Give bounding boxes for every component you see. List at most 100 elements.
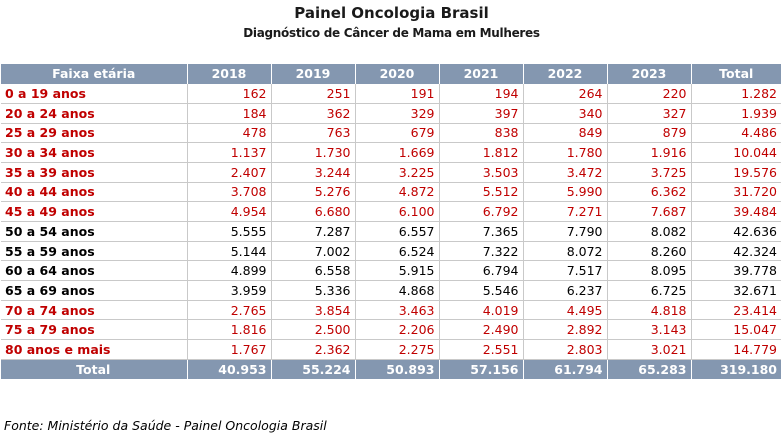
source-note: Fonte: Ministério da Saúde - Painel Onco… — [4, 418, 327, 433]
table-row: 30 a 34 anos 1.137 1.730 1.669 1.812 1.780 1.9… — [1, 142, 781, 163]
table-cell: 1.669 — [355, 142, 440, 163]
table-cell: 4.954 — [187, 201, 272, 222]
table-cell: 42.324 — [691, 241, 781, 262]
table-cell: 1.282 — [691, 83, 781, 104]
table-cell: 14.779 — [691, 339, 781, 360]
total-cell: 57.156 — [439, 359, 524, 379]
table-cell: 1.767 — [187, 339, 272, 360]
table-row: 50 a 54 anos 5.555 7.287 6.557 7.365 7.790 8.0… — [1, 221, 781, 242]
table-cell: 3.854 — [271, 300, 356, 321]
total-cell: 50.893 — [355, 359, 440, 379]
table-row: 40 a 44 anos 3.708 5.276 4.872 5.512 5.990 6.3… — [1, 182, 781, 203]
table-cell: 1.816 — [187, 319, 272, 341]
column-header: 2022 — [523, 64, 608, 84]
table-cell: 8.095 — [607, 260, 692, 282]
table-cell: 6.680 — [271, 201, 356, 222]
table-cell: 3.725 — [607, 162, 692, 183]
table-cell: 5.276 — [271, 182, 356, 203]
row-label: 30 a 34 anos — [1, 142, 188, 163]
table-cell: 3.143 — [607, 319, 692, 341]
table-cell: 1.730 — [271, 142, 356, 163]
table-cell: 264 — [523, 83, 608, 104]
table-cell: 184 — [187, 103, 272, 124]
total-cell: 55.224 — [271, 359, 356, 379]
table-cell: 2.407 — [187, 162, 272, 183]
table-cell: 2.500 — [271, 319, 356, 341]
table-header-row: Faixa etária 2018 2019 2020 2021 2022 20… — [1, 64, 781, 84]
table-cell: 4.872 — [355, 182, 440, 203]
table-cell: 194 — [439, 83, 524, 104]
table-cell: 5.990 — [523, 182, 608, 203]
table-cell: 5.512 — [439, 182, 524, 203]
table-cell: 7.322 — [439, 241, 524, 262]
table-cell: 19.576 — [691, 162, 781, 183]
table-cell: 7.271 — [523, 201, 608, 222]
table-cell: 4.019 — [439, 300, 524, 321]
table-cell: 6.794 — [439, 260, 524, 282]
table-cell: 6.100 — [355, 201, 440, 222]
column-header: Total — [691, 64, 781, 84]
total-cell: 61.794 — [523, 359, 608, 379]
table-row: 60 a 64 anos 4.899 6.558 5.915 6.794 7.517 8.0… — [1, 260, 781, 282]
table-cell: 478 — [187, 123, 272, 144]
table-cell: 31.720 — [691, 182, 781, 203]
table-cell: 1.916 — [607, 142, 692, 163]
column-header: 2023 — [607, 64, 692, 84]
table-cell: 340 — [523, 103, 608, 124]
table-cell: 6.558 — [271, 260, 356, 282]
table-cell: 1.780 — [523, 142, 608, 163]
table-cell: 6.362 — [607, 182, 692, 203]
table-cell: 8.082 — [607, 221, 692, 242]
table-cell: 1.137 — [187, 142, 272, 163]
table-cell: 879 — [607, 123, 692, 144]
table-cell: 2.490 — [439, 319, 524, 341]
table-cell: 6.557 — [355, 221, 440, 242]
table-cell: 6.524 — [355, 241, 440, 262]
table-cell: 32.671 — [691, 280, 781, 301]
column-header: 2021 — [439, 64, 524, 84]
table-cell: 397 — [439, 103, 524, 124]
column-header: 2018 — [187, 64, 272, 84]
table-cell: 2.892 — [523, 319, 608, 341]
table-cell: 3.472 — [523, 162, 608, 183]
table-cell: 15.047 — [691, 319, 781, 341]
table-cell: 3.021 — [607, 339, 692, 360]
table-cell: 7.517 — [523, 260, 608, 282]
table-cell: 5.555 — [187, 221, 272, 242]
table-cell: 251 — [271, 83, 356, 104]
table-row: 75 a 79 anos 1.816 2.500 2.206 2.490 2.892 3.1… — [1, 319, 781, 341]
table-cell: 327 — [607, 103, 692, 124]
total-cell: 319.180 — [691, 359, 781, 379]
total-label: Total — [1, 359, 188, 379]
table-cell: 329 — [355, 103, 440, 124]
total-cell: 65.283 — [607, 359, 692, 379]
row-label: 25 a 29 anos — [1, 123, 188, 144]
page-title: Painel Oncologia Brasil — [294, 4, 489, 22]
table-cell: 6.237 — [523, 280, 608, 301]
table-cell: 849 — [523, 123, 608, 144]
row-label: 55 a 59 anos — [1, 241, 188, 262]
table-cell: 2.362 — [271, 339, 356, 360]
table-cell: 23.414 — [691, 300, 781, 321]
table-cell: 3.503 — [439, 162, 524, 183]
page-subtitle: Diagnóstico de Câncer de Mama em Mulhere… — [243, 26, 540, 40]
column-header: Faixa etária — [1, 64, 188, 84]
table-cell: 838 — [439, 123, 524, 144]
row-label: 70 a 74 anos — [1, 300, 188, 321]
table-cell: 3.244 — [271, 162, 356, 183]
row-label: 50 a 54 anos — [1, 221, 188, 242]
total-cell: 40.953 — [187, 359, 272, 379]
table-cell: 220 — [607, 83, 692, 104]
table-cell: 1.812 — [439, 142, 524, 163]
table-cell: 7.365 — [439, 221, 524, 242]
row-label: 60 a 64 anos — [1, 260, 188, 282]
table-cell: 5.546 — [439, 280, 524, 301]
table-cell: 679 — [355, 123, 440, 144]
row-label: 65 a 69 anos — [1, 280, 188, 301]
table-cell: 5.336 — [271, 280, 356, 301]
table-cell: 4.868 — [355, 280, 440, 301]
table-cell: 7.687 — [607, 201, 692, 222]
table-cell: 8.260 — [607, 241, 692, 262]
table-cell: 8.072 — [523, 241, 608, 262]
table-cell: 3.463 — [355, 300, 440, 321]
